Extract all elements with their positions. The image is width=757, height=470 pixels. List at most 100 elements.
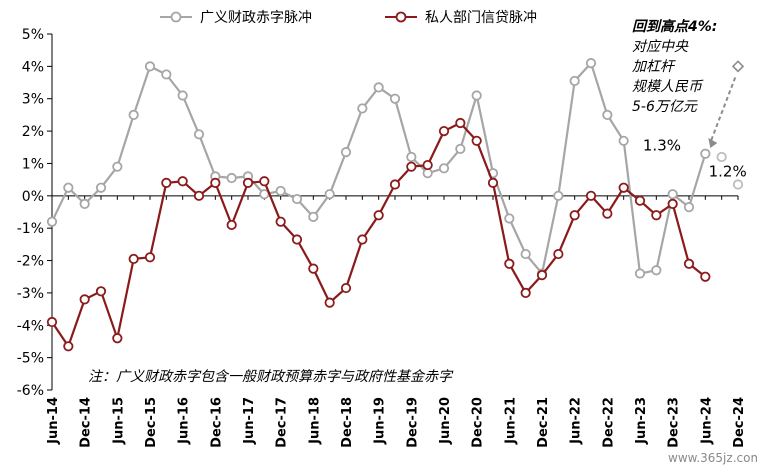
credit-impulse-line	[51, 121, 706, 348]
annotation-line-4: 规模人民币	[632, 79, 704, 95]
x-tick-label: Dec-15	[144, 397, 159, 448]
x-tick-label: Jun-19	[373, 397, 388, 445]
credit-impulse-point	[291, 234, 303, 245]
credit-impulse-point	[651, 210, 662, 221]
fiscal-impulse-point	[291, 193, 303, 205]
y-tick-label: -6%	[17, 383, 44, 399]
credit-impulse-point	[63, 341, 74, 352]
fiscal-impulse-point	[193, 129, 205, 140]
x-tick-label: Jun-15	[111, 397, 126, 445]
fiscal-impulse-point	[46, 216, 58, 227]
x-tick-label: Jun-18	[307, 397, 322, 445]
fiscal-impulse-point	[700, 148, 711, 159]
credit-impulse-point	[144, 252, 156, 263]
credit-impulse-point	[193, 190, 205, 201]
legend-label-credit: 私人部门信贷脉冲	[425, 10, 537, 26]
x-tick-label: Jun-22	[569, 397, 584, 445]
fiscal-impulse-point	[112, 161, 123, 172]
fiscal-impulse-point	[683, 202, 695, 213]
credit-impulse-point	[602, 208, 613, 219]
x-tick-label: Dec-19	[405, 397, 420, 448]
fiscal-impulse-point	[128, 109, 139, 121]
y-tick-label: 2%	[22, 124, 44, 140]
credit-impulse-point	[177, 176, 188, 187]
fiscal-impulse-point	[438, 163, 450, 174]
credit-impulse-point	[422, 159, 433, 171]
credit-impulse-series	[46, 117, 711, 352]
credit-impulse-point	[634, 195, 646, 206]
x-tick-label: Jun-24	[699, 397, 714, 445]
projection-point	[732, 179, 744, 190]
credit-impulse-point	[128, 253, 139, 265]
credit-impulse-point	[161, 177, 172, 188]
fiscal-impulse-point	[389, 93, 401, 104]
credit-impulse-point	[112, 333, 123, 344]
credit-impulse-point	[210, 177, 221, 188]
x-tick-label: Jun-23	[634, 397, 649, 445]
credit-impulse-point	[504, 258, 515, 269]
y-tick-label: 3%	[22, 92, 44, 108]
x-tick-label: Jun-20	[438, 397, 453, 445]
legend-marker-credit	[395, 11, 407, 23]
credit-impulse-point	[357, 234, 368, 245]
credit-impulse-point	[471, 135, 482, 146]
fiscal-impulse-point	[667, 189, 678, 200]
x-tick-label: Jun-17	[242, 397, 257, 445]
annotation-line-2: 对应中央	[632, 39, 689, 55]
credit-impulse-point	[46, 316, 58, 328]
fiscal-impulse-point	[634, 268, 646, 279]
projection-point	[716, 151, 727, 163]
y-tick-label: -2%	[17, 254, 44, 270]
fiscal-impulse-series	[46, 58, 711, 279]
fiscal-impulse-point	[569, 75, 580, 87]
fiscal-impulse-point	[340, 147, 352, 158]
fiscal-impulse-point	[618, 135, 629, 146]
fiscal-impulse-point	[373, 82, 384, 93]
legend-label-fiscal: 广义财政赤字脉冲	[200, 10, 312, 26]
fiscal-impulse-point	[144, 61, 156, 72]
fiscal-impulse-point	[471, 90, 482, 101]
credit-impulse-point	[585, 190, 597, 201]
credit-impulse-point	[389, 179, 401, 190]
annotation-line-1: 回到高点4%:	[632, 18, 717, 35]
credit-impulse-point	[700, 271, 711, 282]
credit-impulse-point	[683, 258, 695, 269]
credit-impulse-point	[373, 210, 384, 221]
projection-arrow	[710, 75, 737, 141]
chart-note: 注：广义财政赤字包含一般财政预算赤字与政府性基金赤字	[88, 369, 454, 385]
y-tick-label: -3%	[17, 286, 44, 302]
watermark: www.365jz.com	[668, 451, 757, 465]
target-annotation: 回到高点4%: 对应中央 加杠杆 规模人民币 5-6万亿元	[632, 18, 717, 115]
credit-impulse-point	[520, 287, 531, 299]
credit-impulse-point	[340, 282, 352, 294]
target-point	[731, 60, 745, 73]
credit-impulse-point	[455, 117, 466, 129]
fiscal-impulse-point	[95, 182, 107, 193]
credit-impulse-point	[487, 177, 499, 188]
point-label: 1.3%	[643, 137, 681, 155]
credit-impulse-point	[275, 216, 286, 227]
credit-impulse-point	[79, 294, 90, 305]
x-tick-label: Dec-21	[536, 397, 551, 448]
credit-impulse-point	[259, 176, 270, 187]
fiscal-impulse-point	[585, 58, 597, 69]
credit-impulse-point	[226, 219, 237, 231]
x-tick-label: Dec-24	[732, 397, 747, 448]
annotation-line-5: 5-6万亿元	[632, 99, 698, 115]
x-tick-label: Jun-14	[46, 397, 61, 445]
point-label: 1.2%	[709, 163, 747, 181]
credit-impulse-point	[569, 210, 580, 221]
series-layer: 1.3% 1.2%	[46, 58, 747, 352]
y-tick-label: 1%	[22, 156, 44, 172]
fiscal-impulse-point	[504, 213, 515, 224]
x-tick-label: Jun-21	[503, 397, 518, 445]
credit-impulse-point	[536, 270, 548, 281]
y-tick-label: 4%	[22, 59, 44, 75]
y-tick-label: 5%	[22, 27, 44, 43]
fiscal-impulse-point	[275, 185, 286, 197]
x-tick-label: Dec-14	[79, 397, 94, 448]
fiscal-impulse-point	[177, 90, 188, 101]
x-tick-label: Dec-23	[667, 397, 682, 448]
fiscal-impulse-point	[651, 265, 662, 276]
